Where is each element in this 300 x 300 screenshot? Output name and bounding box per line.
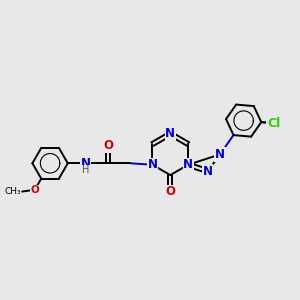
Text: O: O <box>165 185 175 198</box>
Text: N: N <box>215 148 225 161</box>
Text: N: N <box>81 157 91 170</box>
Text: N: N <box>203 165 213 178</box>
Text: N: N <box>147 158 158 171</box>
Text: CH₃: CH₃ <box>4 187 21 196</box>
Text: H: H <box>82 165 89 175</box>
Text: N: N <box>165 127 175 140</box>
Text: N: N <box>183 158 193 171</box>
Text: O: O <box>103 139 113 152</box>
Text: Cl: Cl <box>267 117 280 130</box>
Text: O: O <box>30 185 39 195</box>
